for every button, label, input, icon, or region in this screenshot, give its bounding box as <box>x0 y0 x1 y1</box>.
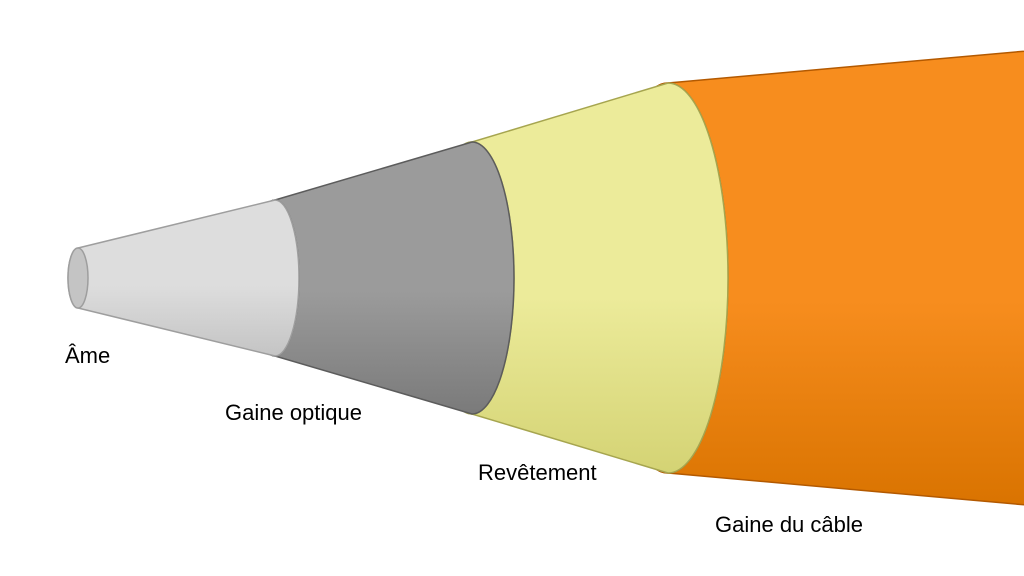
label-core: Âme <box>65 343 110 369</box>
fiber-svg <box>0 0 1024 576</box>
layer-core <box>68 200 299 356</box>
label-coating: Revêtement <box>478 460 597 486</box>
label-cladding: Gaine optique <box>225 400 362 426</box>
label-jacket: Gaine du câble <box>715 512 863 538</box>
fiber-diagram: Gaine du câble Revêtement Gaine optique Âme <box>0 0 1024 576</box>
